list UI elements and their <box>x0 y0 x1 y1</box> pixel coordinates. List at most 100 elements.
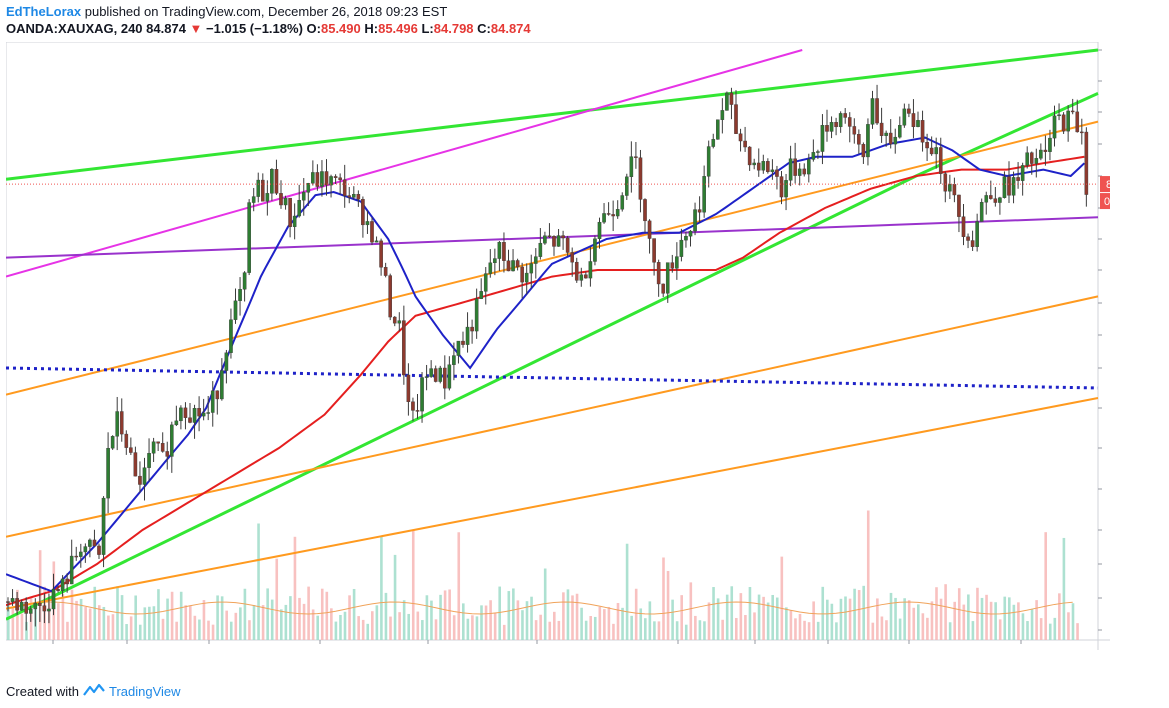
candle-body <box>160 443 165 452</box>
candle-body <box>1002 176 1007 198</box>
volume-bar <box>220 596 224 640</box>
candle-body <box>752 162 756 166</box>
candle-body <box>711 139 716 147</box>
candle-body <box>679 239 684 257</box>
candle-body <box>779 176 784 198</box>
candle-body <box>1025 152 1029 166</box>
volume-bar <box>189 605 192 640</box>
volume-bar <box>957 588 961 640</box>
candle-body <box>1052 115 1057 139</box>
price-chart-svg[interactable]: 87.00086.50086.00085.50085.00084.50084.0… <box>5 41 1146 665</box>
candle-body <box>656 262 661 285</box>
volume-bar <box>484 605 488 640</box>
volume-bar <box>935 587 938 640</box>
volume-bar <box>584 620 588 640</box>
candle-body <box>511 260 515 272</box>
volume-bar <box>967 594 970 640</box>
candle-body <box>183 407 188 418</box>
candle-body <box>961 216 966 237</box>
volume-bar <box>803 620 806 640</box>
candle-body <box>943 173 948 192</box>
candle-body <box>502 242 506 261</box>
volume-bar <box>953 601 956 640</box>
candle-body <box>684 235 688 241</box>
volume-bar <box>562 592 565 640</box>
candle-body <box>770 169 775 172</box>
candle-body <box>1020 165 1025 181</box>
volume-bar <box>129 616 133 640</box>
price-axis: 87.00086.50086.00085.50085.00084.50084.0… <box>1098 45 1144 637</box>
volume-bar <box>985 594 988 640</box>
trendline-orange-top <box>5 120 1099 396</box>
candle-body <box>438 367 443 382</box>
candle-body <box>251 196 256 203</box>
volume-bar <box>553 611 556 640</box>
candle-body <box>602 213 606 223</box>
volume-bar <box>566 589 570 640</box>
candle-body <box>342 179 347 196</box>
candle-body <box>925 142 929 149</box>
candle-body <box>857 134 861 145</box>
candle-body <box>306 183 311 193</box>
candle-body <box>998 197 1002 203</box>
volume-bar <box>1003 596 1007 640</box>
volume-bar <box>311 609 315 640</box>
candle-body <box>156 441 160 444</box>
volume-bar <box>334 621 338 640</box>
volume-bar <box>826 599 829 640</box>
candle-body <box>283 197 288 206</box>
candle-body <box>101 497 106 555</box>
tradingview-brand-link[interactable]: TradingView <box>108 684 181 699</box>
candle-body <box>1057 114 1061 117</box>
candle-body <box>443 367 447 389</box>
last-price-badge: 84.874 03:36:11 <box>1100 176 1146 210</box>
candle-body <box>793 158 797 176</box>
volume-bar <box>266 588 269 640</box>
candle-body <box>488 262 493 274</box>
volume-bar <box>366 623 370 640</box>
candle-body <box>33 602 38 610</box>
volume-bar <box>989 601 993 640</box>
volume-bar <box>598 606 602 640</box>
candle-body <box>456 340 461 356</box>
candle-body <box>629 156 634 178</box>
candle-body <box>948 184 952 192</box>
candle-body <box>538 242 543 257</box>
volume-bar <box>998 619 1002 640</box>
tradingview-logo-icon[interactable] <box>83 683 105 700</box>
candle-body <box>565 237 570 253</box>
volume-bar <box>876 598 879 640</box>
candle-body <box>529 263 534 274</box>
candle-body <box>1061 114 1066 132</box>
volume-bar <box>298 597 301 640</box>
volume-bar <box>248 620 251 640</box>
volume-bar <box>98 605 101 640</box>
volume-bar <box>325 591 329 640</box>
candle-body <box>661 283 665 294</box>
volume-bar <box>1030 608 1034 640</box>
last-price-badge-value: 84.874 <box>1106 179 1110 191</box>
candle-body <box>606 213 611 215</box>
volume-bar <box>7 602 10 640</box>
candle-body <box>493 258 497 264</box>
volume-bar <box>762 596 765 640</box>
volume-bar <box>234 612 238 640</box>
volume-bar <box>912 607 916 640</box>
volume-bar <box>948 622 952 640</box>
volume-bar <box>475 616 479 640</box>
volume-bar <box>493 612 497 640</box>
moving-average-slow <box>5 155 1085 607</box>
author-link[interactable]: EdTheLorax <box>6 4 82 19</box>
candle-body <box>688 230 693 237</box>
candle-body <box>570 252 574 263</box>
volume-bar <box>653 621 656 640</box>
candle-body <box>725 92 729 111</box>
volume-bar <box>689 582 693 640</box>
countdown-badge-bg <box>1100 193 1110 210</box>
candle-body <box>38 602 42 606</box>
chart-area[interactable]: 87.00086.50086.00085.50085.00084.50084.0… <box>5 41 1146 665</box>
trendline-orange-mid <box>5 295 1099 538</box>
candle-body <box>766 161 770 172</box>
candle-body <box>388 275 393 318</box>
volume-ma-line <box>7 601 1073 615</box>
